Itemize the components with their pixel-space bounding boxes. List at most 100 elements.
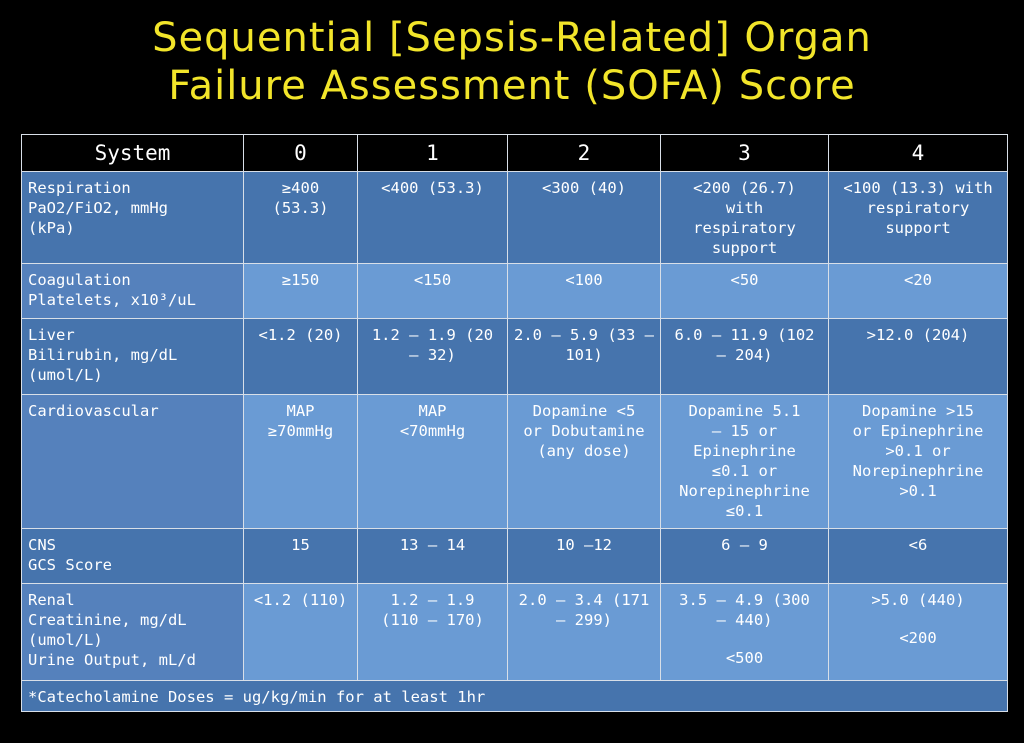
- criterion-line: <400 (53.3): [381, 179, 484, 197]
- score-3-cell: Dopamine 5.1 – 15 or Epinephrine ≤0.1 or Nor…: [660, 394, 829, 529]
- criterion-line: or Epinephrine: [852, 422, 984, 440]
- criterion-line: Dopamine >15: [862, 402, 974, 420]
- criterion-line: – 15 or: [711, 422, 778, 440]
- criterion-line: 3.5 – 4.9 (300: [679, 591, 810, 609]
- sofa-table: System 0 1 2 3 4 Respiration PaO2/FiO2, m…: [21, 134, 1008, 712]
- criterion-line: (53.3): [272, 199, 329, 217]
- criterion-line: ≥150: [281, 271, 320, 289]
- system-cell: CNS GCS Score: [21, 528, 244, 584]
- score-1-cell: 13 – 14: [357, 528, 508, 584]
- score-3-cell: 3.5 – 4.9 (300 – 440) <500: [660, 583, 829, 681]
- header-row: System 0 1 2 3 4: [21, 134, 1008, 172]
- criterion-line: 2.0 – 3.4 (171: [518, 591, 650, 609]
- system-cell: Coagulation Platelets, x10³/uL: [21, 263, 244, 319]
- score-0-cell: MAP ≥70mmHg: [243, 394, 358, 529]
- criterion-line: or Dobutamine: [523, 422, 645, 440]
- header-score-3: 3: [660, 134, 829, 172]
- score-0-cell: ≥400 (53.3): [243, 171, 358, 264]
- page-title: Sequential [Sepsis-Related] Organ Failur…: [0, 14, 1024, 110]
- header-system: System: [21, 134, 244, 172]
- score-1-cell: MAP <70mmHg: [357, 394, 508, 529]
- criterion-line: respiratory: [693, 219, 796, 237]
- criterion-line: support: [711, 239, 778, 257]
- criterion-line: Norepinephrine: [852, 462, 984, 480]
- table-row-respiration: Respiration PaO2/FiO2, mmHg (kPa) ≥400 (53.3…: [21, 171, 1008, 264]
- table-row-liver: Liver Bilirubin, mg/dL (umol/L) <1.2 (20) 1.…: [21, 318, 1008, 395]
- criterion-line: 10 –12: [556, 536, 612, 554]
- score-2-cell: <300 (40): [507, 171, 661, 264]
- system-label-line: (kPa): [28, 219, 75, 237]
- score-1-cell: <400 (53.3): [357, 171, 508, 264]
- criterion-line: (110 – 170): [381, 611, 484, 629]
- title-line-2: Failure Assessment (SOFA) Score: [168, 63, 856, 109]
- system-label-line: (umol/L): [28, 366, 103, 384]
- criterion-line: <1.2 (20): [258, 326, 343, 344]
- score-0-cell: ≥150: [243, 263, 358, 319]
- header-score-4: 4: [828, 134, 1008, 172]
- criterion-line: respiratory: [866, 199, 970, 217]
- system-cell: Respiration PaO2/FiO2, mmHg (kPa): [21, 171, 244, 264]
- criterion-line: >5.0 (440): [871, 591, 965, 609]
- criterion-line: <150: [413, 271, 452, 289]
- criterion-line: support: [885, 219, 951, 237]
- score-1-cell: <150: [357, 263, 508, 319]
- score-3-cell: <50: [660, 263, 829, 319]
- criterion-line: ≥70mmHg: [267, 422, 334, 440]
- criterion-line: – 440): [716, 611, 773, 629]
- score-3-cell: 6 – 9: [660, 528, 829, 584]
- table-row-renal: Renal Creatinine, mg/dL (umol/L) Urine Outp…: [21, 583, 1008, 681]
- criterion-line: 13 – 14: [399, 536, 466, 554]
- table-row-cns: CNS GCS Score 15 13 – 14 10 –12 6 – 9 <6: [21, 528, 1008, 584]
- system-label-line: Bilirubin, mg/dL: [28, 346, 178, 364]
- criterion-line: with: [725, 199, 764, 217]
- criterion-line: ≥400: [281, 179, 320, 197]
- header-score-1: 1: [357, 134, 508, 172]
- score-4-cell: <100 (13.3) with respiratory support: [828, 171, 1008, 264]
- score-2-cell: 2.0 – 3.4 (171 – 299): [507, 583, 661, 681]
- spacer: [835, 610, 1001, 628]
- score-3-cell: <200 (26.7) with respiratory support: [660, 171, 829, 264]
- criterion-line: <300 (40): [542, 179, 626, 197]
- score-0-cell: <1.2 (20): [243, 318, 358, 395]
- system-label-line: Platelets, x10³/uL: [28, 291, 196, 309]
- criterion-line: Epinephrine: [693, 442, 796, 460]
- criterion-line: 6.0 – 11.9 (102: [674, 326, 815, 344]
- score-3-cell: 6.0 – 11.9 (102 – 204): [660, 318, 829, 395]
- system-cell: Liver Bilirubin, mg/dL (umol/L): [21, 318, 244, 395]
- score-4-cell: >5.0 (440) <200: [828, 583, 1008, 681]
- score-2-cell: 2.0 – 5.9 (33 – 101): [507, 318, 661, 395]
- criterion-line: >12.0 (204): [866, 326, 970, 344]
- score-2-cell: <100: [507, 263, 661, 319]
- criterion-line: 6 – 9: [721, 536, 768, 554]
- system-label-line: PaO2/FiO2, mmHg: [28, 199, 168, 217]
- title-line-1: Sequential [Sepsis-Related] Organ: [152, 15, 872, 61]
- header-score-0: 0: [243, 134, 358, 172]
- criterion-line: MAP: [286, 402, 315, 420]
- system-label-line: Renal: [28, 591, 75, 609]
- system-cell: Cardiovascular: [21, 394, 244, 529]
- criterion-line: Norepinephrine: [679, 482, 810, 500]
- criterion-line: ≤0.1 or: [711, 462, 778, 480]
- header-score-2: 2: [507, 134, 661, 172]
- criterion-line: <500: [725, 649, 764, 667]
- criterion-line: <100 (13.3) with: [843, 179, 993, 197]
- system-label-line: Liver: [28, 326, 75, 344]
- spacer: [667, 630, 822, 648]
- criterion-line: <6: [908, 536, 928, 554]
- system-label-line: CNS: [28, 536, 56, 554]
- score-1-cell: 1.2 – 1.9 (20 – 32): [357, 318, 508, 395]
- criterion-line: <20: [904, 271, 932, 289]
- criterion-line: <1.2 (110): [253, 591, 348, 609]
- score-2-cell: 10 –12: [507, 528, 661, 584]
- system-label-line: Coagulation: [28, 271, 131, 289]
- system-cell: Renal Creatinine, mg/dL (umol/L) Urine Outp…: [21, 583, 244, 681]
- criterion-line: 1.2 – 1.9 (20: [371, 326, 494, 344]
- criterion-line: 15: [291, 536, 310, 554]
- criterion-line: >0.1: [899, 482, 937, 500]
- criterion-line: Dopamine 5.1: [688, 402, 801, 420]
- criterion-line: Dopamine <5: [532, 402, 636, 420]
- score-2-cell: Dopamine <5 or Dobutamine (any dose): [507, 394, 661, 529]
- criterion-line: <100: [565, 271, 603, 289]
- criterion-line: <50: [730, 271, 759, 289]
- score-4-cell: Dopamine >15 or Epinephrine >0.1 or Norepin…: [828, 394, 1008, 529]
